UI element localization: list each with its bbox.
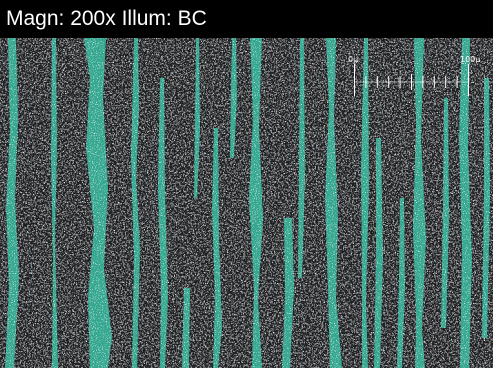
phase-streak bbox=[51, 38, 58, 368]
phase-streak bbox=[131, 38, 140, 368]
phase-streak bbox=[249, 38, 263, 368]
speckle-overlay bbox=[0, 38, 493, 368]
phase-streak bbox=[298, 38, 305, 278]
phase-streak bbox=[325, 38, 342, 368]
phase-streak bbox=[459, 38, 472, 368]
phase-streak bbox=[212, 128, 222, 368]
phase-streak bbox=[5, 38, 19, 368]
phase-streak bbox=[182, 288, 190, 368]
scale-bar-start-label: 0µ bbox=[348, 55, 358, 64]
phase-streaks bbox=[5, 38, 490, 368]
phase-streak bbox=[482, 78, 490, 338]
phase-streak bbox=[374, 138, 383, 368]
phase-streak bbox=[282, 218, 294, 368]
phase-streak bbox=[361, 38, 369, 368]
matrix-texture bbox=[0, 38, 493, 368]
phase-streak bbox=[397, 198, 405, 368]
micrograph-image: 0µ 100µ bbox=[0, 38, 493, 368]
phase-streak bbox=[230, 38, 237, 158]
phase-streak bbox=[84, 38, 112, 368]
scale-bar-minor-ticks bbox=[365, 74, 458, 90]
image-caption: Magn: 200x Illum: BC bbox=[0, 0, 493, 38]
phase-streak bbox=[441, 98, 449, 328]
phase-streak bbox=[158, 78, 168, 368]
phase-streak bbox=[413, 38, 426, 368]
scale-bar bbox=[354, 64, 469, 96]
scale-bar-end-label: 100µ bbox=[460, 55, 480, 64]
phase-streak bbox=[194, 38, 200, 198]
